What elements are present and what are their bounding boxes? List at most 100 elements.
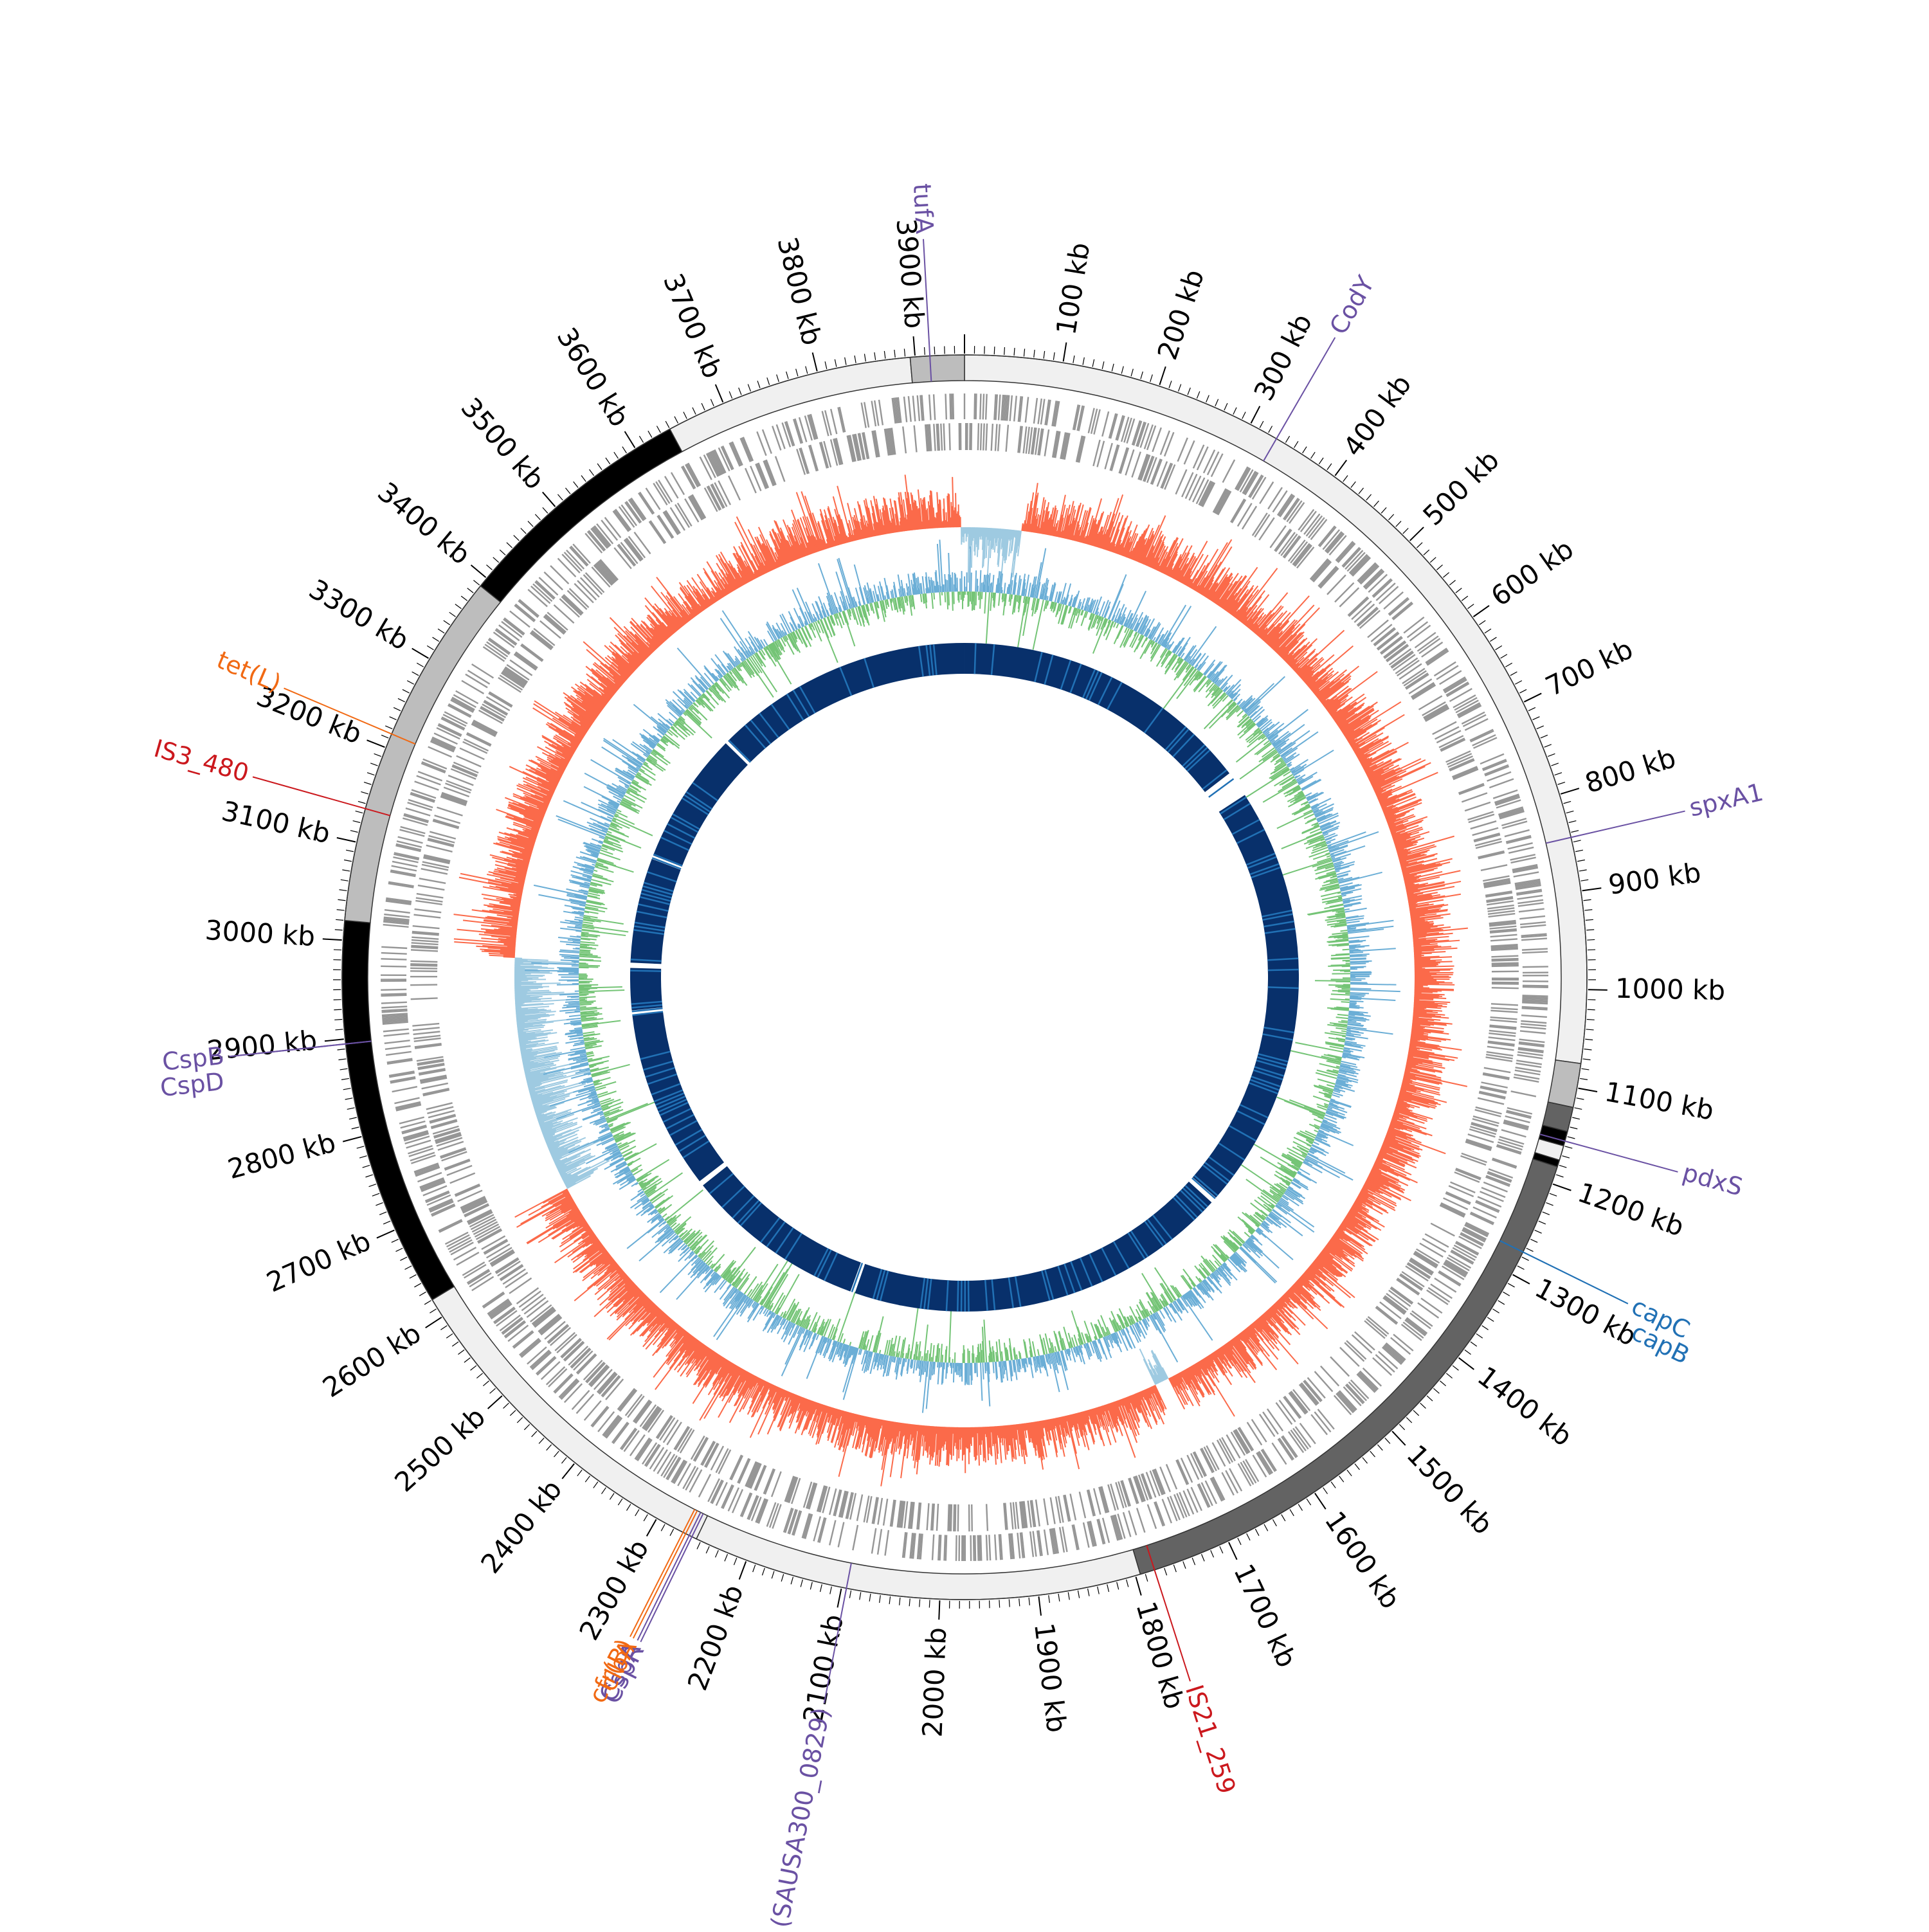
minor-tick xyxy=(1078,1591,1079,1598)
cds-feature xyxy=(509,1278,531,1294)
cds-feature xyxy=(732,1489,743,1513)
major-tick xyxy=(647,1519,657,1536)
minor-tick xyxy=(452,1342,458,1346)
cds-feature xyxy=(731,442,741,466)
minor-tick xyxy=(889,1596,890,1604)
major-tick xyxy=(813,352,817,371)
cds-feature xyxy=(410,961,437,962)
minor-tick xyxy=(1092,359,1094,367)
cds-feature xyxy=(1471,821,1496,829)
cds-feature xyxy=(449,1240,472,1252)
minor-tick xyxy=(1370,1451,1375,1457)
cds-feature xyxy=(1013,1502,1016,1529)
major-tick xyxy=(562,1464,574,1479)
minor-tick xyxy=(597,464,602,470)
cds-feature xyxy=(381,966,406,967)
minor-tick xyxy=(1543,1212,1550,1215)
cds-feature xyxy=(1122,1480,1130,1506)
cds-feature xyxy=(1148,1504,1156,1529)
major-tick xyxy=(337,838,356,842)
minor-tick xyxy=(1173,1565,1176,1572)
minor-tick xyxy=(1539,1221,1546,1224)
tick-label: 2800 kb xyxy=(224,1126,339,1185)
minor-tick xyxy=(1117,1582,1119,1590)
tick-label: 2000 kb xyxy=(916,1627,952,1738)
major-tick xyxy=(1553,1184,1571,1191)
minor-tick xyxy=(1424,550,1429,555)
cds-feature xyxy=(932,1535,934,1560)
tick-label: 1000 kb xyxy=(1615,973,1725,1006)
major-tick xyxy=(323,939,342,940)
minor-tick xyxy=(372,1193,379,1196)
cds-feature xyxy=(381,953,407,954)
tick-label: 1200 kb xyxy=(1574,1177,1689,1243)
cds-feature xyxy=(1520,922,1546,925)
minor-tick xyxy=(1588,1009,1595,1010)
minor-tick xyxy=(1580,880,1588,881)
minor-tick xyxy=(528,521,533,527)
cds-feature xyxy=(457,1252,479,1265)
minor-tick xyxy=(1381,507,1386,513)
major-tick xyxy=(837,1589,841,1607)
cds-feature xyxy=(1201,482,1213,507)
gc-skew-bar xyxy=(1415,970,1451,971)
cds-feature xyxy=(1238,1463,1251,1486)
minor-tick xyxy=(561,1458,566,1463)
cds-feature xyxy=(1102,411,1109,437)
minor-tick xyxy=(414,1283,421,1287)
minor-tick xyxy=(419,1292,426,1296)
cds-feature xyxy=(675,505,689,528)
major-tick xyxy=(1473,606,1489,617)
minor-tick xyxy=(1585,1039,1593,1040)
cds-feature xyxy=(1521,1024,1546,1025)
minor-tick xyxy=(1427,1396,1433,1401)
minor-tick xyxy=(1566,811,1574,813)
minor-tick xyxy=(1206,395,1209,402)
tick-label: 3400 kb xyxy=(372,476,476,570)
cds-feature xyxy=(1119,447,1127,473)
minor-tick xyxy=(1503,1292,1509,1296)
minor-tick xyxy=(1068,1593,1069,1600)
minor-tick xyxy=(517,1418,523,1423)
minor-tick xyxy=(904,348,905,356)
cds-feature xyxy=(415,909,442,912)
cds-feature xyxy=(453,1247,476,1259)
minor-tick xyxy=(449,612,456,617)
minor-tick xyxy=(335,1029,343,1030)
cds-feature xyxy=(741,1493,750,1517)
minor-tick xyxy=(1359,488,1364,494)
minor-tick xyxy=(1363,1458,1368,1463)
cds-feature xyxy=(412,1024,439,1026)
minor-tick xyxy=(427,646,433,649)
minor-tick xyxy=(1570,1127,1578,1129)
cds-feature xyxy=(410,968,437,969)
cds-feature xyxy=(948,1504,949,1531)
cds-feature xyxy=(999,395,1000,420)
minor-tick xyxy=(855,356,856,363)
minor-tick xyxy=(361,791,368,794)
gc-skew-bar xyxy=(968,527,969,582)
minor-tick xyxy=(1573,840,1581,842)
minor-tick xyxy=(1406,1418,1412,1423)
minor-tick xyxy=(845,357,846,365)
minor-tick xyxy=(364,782,371,785)
minor-tick xyxy=(806,366,808,374)
minor-tick xyxy=(1004,347,1005,355)
cds-feature xyxy=(656,482,669,503)
minor-tick xyxy=(739,388,741,395)
major-tick xyxy=(367,740,385,747)
cds-feature xyxy=(1232,500,1245,523)
major-tick xyxy=(1524,693,1541,701)
cds-feature xyxy=(1511,1091,1536,1096)
cds-feature xyxy=(1307,516,1322,536)
cds-feature xyxy=(1491,1004,1518,1005)
cds-feature xyxy=(1010,395,1012,421)
cds-feature xyxy=(520,600,539,617)
minor-tick xyxy=(1290,1510,1294,1516)
cds-feature xyxy=(1268,487,1282,509)
minor-tick xyxy=(1433,1388,1439,1393)
cds-feature xyxy=(1071,1494,1076,1520)
cds-feature xyxy=(1490,1020,1517,1022)
minor-tick xyxy=(336,919,343,920)
cds-feature xyxy=(775,456,784,482)
